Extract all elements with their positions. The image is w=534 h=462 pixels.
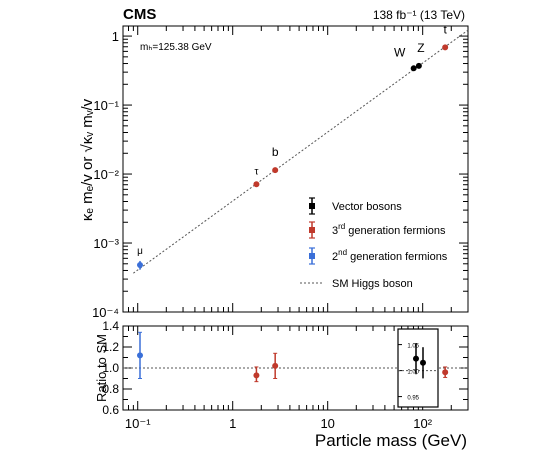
main-y-axis-title: κₑ mₑ/v or √κᵥ mᵥ/v: [79, 98, 96, 221]
x-tick-label: 10⁻¹: [125, 416, 151, 431]
x-tick-label: 10: [320, 416, 334, 431]
x-tick-label: 10²: [413, 416, 432, 431]
inset-tick-label: 0.95: [407, 396, 419, 402]
inset-tick-label: 1.05: [407, 344, 419, 350]
data-point: [442, 44, 449, 51]
legend-label: 3rd generation fermions: [332, 222, 446, 237]
ratio-y-tick-label: 0.8: [102, 382, 119, 396]
inset-point: [420, 359, 426, 366]
ratio-data-points: [137, 331, 449, 383]
x-axis-title: Particle mass (GeV): [315, 431, 467, 450]
legend: Vector bosons 3rd generation fermions 2nd …: [300, 197, 448, 290]
legend-label: SM Higgs boson: [332, 278, 413, 290]
legend-marker: [309, 227, 315, 233]
luminosity-label: 138 fb⁻¹ (13 TeV): [373, 8, 465, 22]
higgs-mass-annotation: mₕ=125.38 GeV: [140, 42, 212, 53]
legend-marker: [309, 203, 315, 209]
main-axis-ticks: [122, 26, 469, 313]
legend-marker: [309, 253, 315, 259]
ratio-y-tick-label: 1.2: [102, 340, 119, 354]
main-data-points: [137, 44, 449, 270]
ratio-inset: 1.05 1.00 0.95: [398, 343, 438, 402]
point-label: τ: [254, 166, 258, 177]
experiment-label: CMS: [123, 6, 156, 23]
y-tick-label: 10⁻³: [93, 236, 119, 251]
x-tick-labels: 10⁻¹ 1 10 10²: [125, 416, 433, 431]
ratio-point: [442, 369, 449, 376]
x-tick-label: 1: [229, 416, 236, 431]
main-point-labels: μ τ b W Zt: [137, 22, 447, 257]
ratio-y-tick-label: 1.0: [102, 361, 119, 375]
ratio-y-axis-title: Ratio to SM: [94, 334, 109, 402]
ratio-point: [137, 352, 144, 359]
point-label: b: [272, 145, 279, 159]
point-label: t: [443, 22, 447, 36]
point-label: μ: [137, 246, 143, 257]
ratio-y-tick-label: 0.6: [102, 403, 119, 417]
data-point: [272, 167, 279, 174]
y-tick-label: 10⁻²: [93, 167, 119, 182]
main-plot-frame: [122, 25, 469, 313]
inset-point: [413, 355, 419, 362]
legend-label: Vector bosons: [332, 201, 402, 213]
ratio-axis-ticks: [122, 325, 469, 411]
inset-tick-label: 1.00: [407, 370, 419, 376]
y-tick-label: 10⁻⁴: [92, 305, 119, 320]
point-label: Z: [417, 41, 424, 55]
y-tick-label: 10⁻¹: [93, 98, 119, 113]
data-point: [410, 65, 417, 72]
point-label: W: [394, 45, 406, 59]
legend-label: 2nd generation fermions: [332, 248, 448, 263]
ratio-y-tick-labels: 0.6 0.8 1.0 1.2 1.4: [102, 319, 119, 417]
data-point: [137, 262, 144, 269]
data-point: [415, 62, 422, 69]
ratio-inset-frame: [397, 328, 439, 408]
ratio-point: [253, 372, 260, 379]
data-point: [253, 181, 260, 188]
ratio-y-tick-label: 1.4: [102, 319, 119, 333]
y-tick-label: 1: [112, 29, 119, 44]
ratio-point: [272, 362, 279, 369]
main-y-tick-labels: 10⁻⁴ 10⁻³ 10⁻² 10⁻¹ 1: [92, 29, 120, 320]
